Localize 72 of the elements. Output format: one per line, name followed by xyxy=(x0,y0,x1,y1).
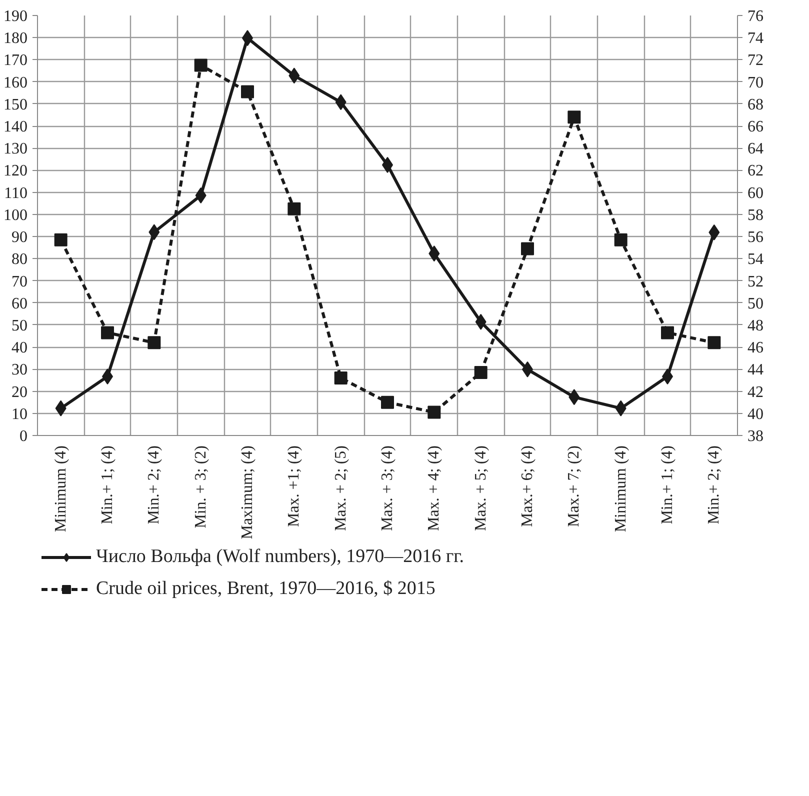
y-tick-label: 130 xyxy=(4,140,28,158)
y-tick-label: 20 xyxy=(12,384,28,401)
x-tick-label: Minimum (4) xyxy=(52,445,70,532)
y2-tick-label: 38 xyxy=(748,428,764,445)
y-tick-label: 70 xyxy=(12,273,28,290)
y-tick-label: 60 xyxy=(12,295,28,312)
point xyxy=(428,406,441,419)
point xyxy=(241,85,254,98)
x-tick-label: Min.+ 2; (4) xyxy=(146,446,163,524)
y2-tick-label: 42 xyxy=(748,384,764,401)
y-tick-label: 90 xyxy=(12,229,28,246)
y-tick-label: 160 xyxy=(4,74,28,92)
y2-tick-label: 60 xyxy=(748,184,764,202)
y2-tick-label: 64 xyxy=(748,140,764,158)
point xyxy=(288,202,301,216)
y-tick-label: 80 xyxy=(12,251,28,268)
y2-tick-label: 54 xyxy=(748,251,764,268)
legend-label: Число Вольфа (Wolf numbers), 1970—2016 гг. xyxy=(96,546,464,568)
y-tick-label: 50 xyxy=(12,317,28,334)
point xyxy=(708,336,721,350)
y2-tick-label: 74 xyxy=(748,30,764,48)
y2-tick-label: 72 xyxy=(748,52,764,70)
point xyxy=(101,326,114,340)
y-tick-label: 10 xyxy=(12,406,28,423)
x-tick-label: Max.+ 6; (4) xyxy=(519,446,536,527)
y-tick-label: 40 xyxy=(12,340,28,357)
x-tick-label: Minimum (4) xyxy=(612,445,630,532)
y2-tick-label: 70 xyxy=(748,74,764,92)
point xyxy=(148,336,161,350)
x-tick-label: Min. + 3; (2) xyxy=(192,446,210,528)
y2-tick-label: 44 xyxy=(748,362,764,379)
x-tick-label: Min.+ 2; (4) xyxy=(706,446,723,524)
x-tick-label: Max. + 5; (4) xyxy=(472,446,490,531)
y2-tick-label: 48 xyxy=(748,317,764,334)
point xyxy=(54,233,68,246)
x-tick-label: Max. + 2; (5) xyxy=(332,446,350,531)
point xyxy=(381,396,394,409)
point xyxy=(614,233,628,246)
x-tick-label: Maximum; (4) xyxy=(239,446,256,540)
x-tick-label: Max. +1; (4) xyxy=(286,446,303,527)
point xyxy=(661,326,674,340)
y2-tick-label: 46 xyxy=(748,340,764,357)
y2-tick-label: 58 xyxy=(748,206,764,224)
x-tick-label: Max. + 3; (4) xyxy=(379,446,396,531)
y2-tick-label: 40 xyxy=(748,406,764,423)
y-tick-label: 0 xyxy=(20,428,28,445)
y-tick-label: 150 xyxy=(4,96,28,114)
point xyxy=(568,110,581,124)
y-tick-label: 170 xyxy=(4,52,28,70)
y-tick-label: 110 xyxy=(4,184,28,202)
point xyxy=(194,58,208,72)
y2-tick-label: 62 xyxy=(748,162,764,180)
y2-tick-label: 50 xyxy=(748,295,764,312)
y-tick-label: 140 xyxy=(4,118,28,136)
point xyxy=(474,366,488,379)
y2-tick-label: 76 xyxy=(748,8,764,25)
y2-tick-label: 56 xyxy=(748,229,764,246)
x-tick-label: Min.+ 1; (4) xyxy=(99,446,116,524)
y-tick-label: 120 xyxy=(4,162,28,180)
legend-label: Crude oil prices, Brent, 1970—2016, $ 2015 xyxy=(96,578,436,600)
x-tick-label: Max.+ 7; (2) xyxy=(566,446,583,527)
x-tick-label: Max. + 4; (4) xyxy=(426,446,443,531)
y2-tick-label: 52 xyxy=(748,273,764,290)
x-tick-label: Min.+ 1; (4) xyxy=(659,446,676,524)
point xyxy=(334,372,348,385)
y-tick-label: 100 xyxy=(4,206,28,224)
y-tick-label: 30 xyxy=(12,362,28,379)
y-tick-label: 180 xyxy=(4,30,28,48)
point xyxy=(521,242,534,256)
y2-tick-label: 68 xyxy=(748,96,764,114)
y2-tick-label: 66 xyxy=(748,118,764,136)
y-tick-label: 190 xyxy=(4,8,28,25)
